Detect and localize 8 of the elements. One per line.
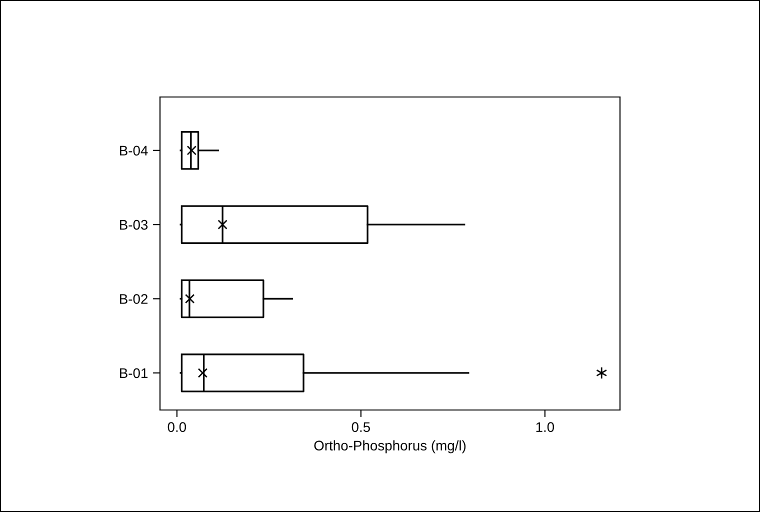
y-tick-label: B-03 — [120, 220, 148, 230]
y-tick-label: B-04 — [120, 146, 148, 156]
y-tick-label: B-01 — [120, 368, 148, 378]
x-axis-title: Ortho-Phosphorus (mg/l) — [314, 440, 466, 454]
x-tick-label: 0.5 — [352, 422, 370, 432]
x-tick-label: 1.0 — [536, 422, 554, 432]
x-tick-label: 0.0 — [168, 422, 186, 432]
y-tick-label: B-02 — [120, 294, 148, 304]
